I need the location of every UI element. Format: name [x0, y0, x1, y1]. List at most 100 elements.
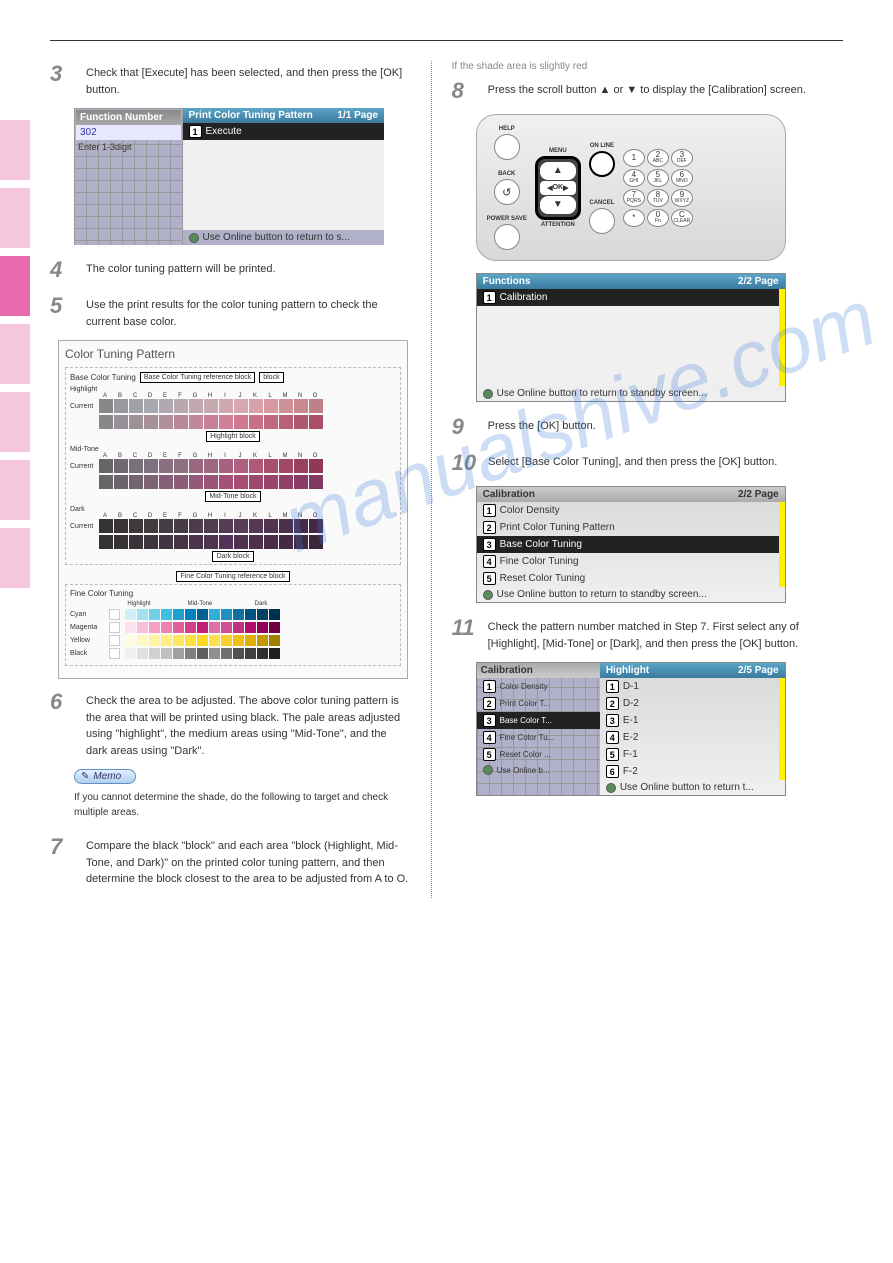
lcd-item[interactable]: 4E-2: [600, 729, 779, 746]
swatch: [129, 535, 143, 549]
lcd-item[interactable]: 5Reset Color Tuning: [477, 570, 779, 587]
swatch: [129, 399, 143, 413]
help-button[interactable]: [494, 134, 520, 160]
lcd-item[interactable]: 1D-1: [600, 678, 779, 695]
swatch: [234, 459, 248, 473]
step-4: 4 The color tuning pattern will be print…: [50, 257, 411, 283]
keypad-key[interactable]: 5JKL: [647, 169, 669, 187]
memo-text: If you cannot determine the shade, do th…: [74, 790, 411, 820]
scroll-up-button[interactable]: ▲: [540, 162, 576, 180]
memo-badge: Memo: [74, 769, 136, 784]
swatch: [99, 535, 113, 549]
lcd-functions: Functions 2/2 Page 1 Calibration Use Onl…: [476, 273, 786, 402]
online-button[interactable]: [589, 151, 615, 177]
keypad-key[interactable]: 2ABC: [647, 149, 669, 167]
swatch: [264, 535, 278, 549]
lcd-footer: Use Online button to return to s...: [183, 230, 385, 245]
lcd-item[interactable]: 2Print Color T...: [477, 695, 600, 712]
lcd-item-calibration[interactable]: 1 Calibration: [477, 289, 779, 306]
ok-button[interactable]: ◀ OK ▶: [540, 181, 576, 195]
swatch: [219, 475, 233, 489]
swatch: [234, 519, 248, 533]
sidebar-tabs: [0, 120, 30, 596]
swatch: [309, 399, 323, 413]
swatch: [99, 415, 113, 429]
swatch: [249, 475, 263, 489]
lcd-item[interactable]: 2Print Color Tuning Pattern: [477, 519, 779, 536]
swatch: [309, 475, 323, 489]
swatch: [279, 415, 293, 429]
lcd-item[interactable]: 6F-2: [600, 763, 779, 780]
lcd-item[interactable]: 4Fine Color Tu...: [477, 729, 600, 746]
lcd-item[interactable]: 2D-2: [600, 695, 779, 712]
swatch: [189, 535, 203, 549]
swatch: [219, 519, 233, 533]
swatch: [234, 475, 248, 489]
keypad-key[interactable]: *: [623, 209, 645, 227]
control-panel: HELP BACK ↺ POWER SAVE MENU ▲ ◀ OK ▶ ▼ A…: [476, 114, 786, 261]
lcd-item[interactable]: 3E-1: [600, 712, 779, 729]
swatch: [204, 399, 218, 413]
keypad-key[interactable]: 6MNO: [671, 169, 693, 187]
swatch: [294, 415, 308, 429]
lcd-item[interactable]: 3Base Color T...: [477, 712, 600, 729]
swatch: [294, 459, 308, 473]
swatch: [174, 399, 188, 413]
function-number-screen: Function Number 302 Enter 1-3digit Print…: [74, 108, 384, 245]
swatch: [204, 459, 218, 473]
keypad-key[interactable]: 3DEF: [671, 149, 693, 167]
swatch: [234, 415, 248, 429]
swatch: [159, 519, 173, 533]
lcd-item[interactable]: 1Color Density: [477, 502, 779, 519]
color-tuning-pattern: Color Tuning Pattern Base Color Tuning B…: [58, 340, 408, 679]
keypad-key[interactable]: 1: [623, 149, 645, 167]
cancel-button[interactable]: [589, 208, 615, 234]
swatch: [189, 519, 203, 533]
lcd-item-execute[interactable]: 1 Execute: [183, 123, 385, 140]
swatch: [174, 519, 188, 533]
keypad-key[interactable]: CCLEAR: [671, 209, 693, 227]
keypad-key[interactable]: 0Fn: [647, 209, 669, 227]
swatch: [249, 459, 263, 473]
swatch: [99, 519, 113, 533]
keypad-key[interactable]: 9WXYZ: [671, 189, 693, 207]
swatch: [144, 415, 158, 429]
swatch: [159, 475, 173, 489]
lcd-item[interactable]: 5F-1: [600, 746, 779, 763]
lcd-item[interactable]: 4Fine Color Tuning: [477, 553, 779, 570]
swatch: [189, 475, 203, 489]
lcd-item[interactable]: 1Color Density: [477, 678, 600, 695]
swatch: [264, 475, 278, 489]
swatch: [309, 459, 323, 473]
lcd-item[interactable]: 5Reset Color ...: [477, 746, 600, 763]
keypad-key[interactable]: 8TUV: [647, 189, 669, 207]
swatch: [264, 415, 278, 429]
lcd-calibration: Calibration 2/2 Page 1Color Density2Prin…: [476, 486, 786, 603]
swatch: [279, 475, 293, 489]
step-7: 7 Compare the black "block" and each are…: [50, 834, 411, 888]
swatch: [264, 519, 278, 533]
swatch: [294, 399, 308, 413]
swatch: [234, 399, 248, 413]
fn-number: 302: [80, 127, 97, 138]
swatch: [99, 459, 113, 473]
step-number: 3: [50, 61, 74, 87]
lcd-title: Print Color Tuning Pattern: [189, 110, 313, 121]
keypad-key[interactable]: 7PQRS: [623, 189, 645, 207]
fn-title: Function Number: [76, 110, 181, 125]
powersave-button[interactable]: [494, 224, 520, 250]
scroll-down-button[interactable]: ▼: [540, 196, 576, 214]
step-text: Check that [Execute] has been selected, …: [86, 61, 411, 98]
keypad-key[interactable]: 4GHI: [623, 169, 645, 187]
swatch: [279, 399, 293, 413]
swatch: [309, 519, 323, 533]
lcd-item[interactable]: 3Base Color Tuning: [477, 536, 779, 553]
back-button[interactable]: ↺: [494, 179, 520, 205]
swatch: [114, 475, 128, 489]
swatch: [114, 459, 128, 473]
swatch: [204, 475, 218, 489]
swatch: [114, 535, 128, 549]
swatch: [249, 415, 263, 429]
subhead-shade-red: If the shade area is slightly red: [452, 61, 843, 72]
step-8: 8 Press the scroll button ▲ or ▼ to disp…: [452, 78, 843, 104]
